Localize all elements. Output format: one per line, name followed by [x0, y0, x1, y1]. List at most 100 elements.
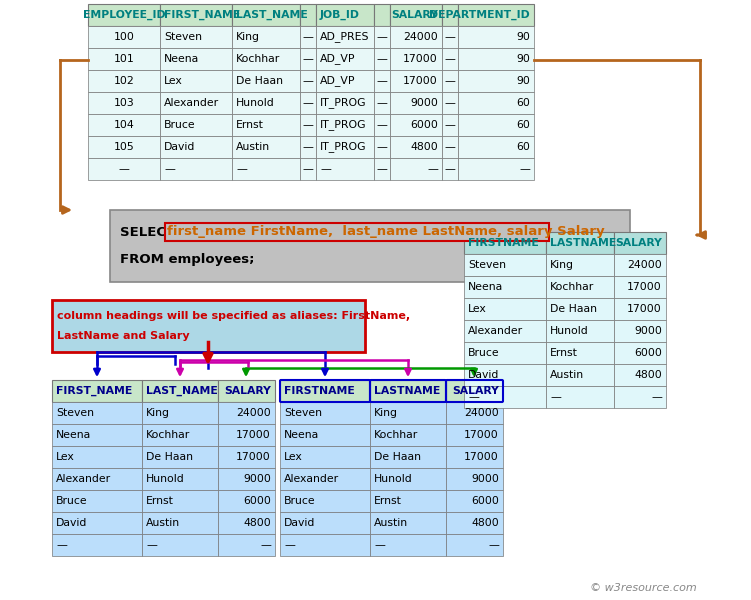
Bar: [52, 446, 142, 468]
Bar: [232, 26, 300, 48]
Bar: [442, 136, 458, 158]
Text: 4800: 4800: [471, 518, 499, 528]
Text: —: —: [376, 32, 388, 42]
Text: 102: 102: [113, 76, 134, 86]
Text: Kochhar: Kochhar: [236, 54, 280, 64]
Text: De Haan: De Haan: [236, 76, 283, 86]
Text: Steven: Steven: [164, 32, 202, 42]
Text: —: —: [164, 164, 175, 174]
Bar: [88, 48, 160, 70]
Text: Alexander: Alexander: [164, 98, 219, 108]
Text: Austin: Austin: [146, 518, 180, 528]
Text: 9000: 9000: [410, 98, 438, 108]
Text: Hunold: Hunold: [550, 326, 589, 336]
Text: 17000: 17000: [627, 304, 662, 314]
Bar: [52, 300, 365, 352]
Bar: [52, 402, 142, 424]
Text: EMPLOYEE_ID: EMPLOYEE_ID: [83, 10, 165, 20]
Bar: [142, 424, 218, 446]
Bar: [142, 402, 218, 424]
Text: —: —: [445, 54, 455, 64]
Bar: [52, 468, 142, 490]
Text: —: —: [374, 540, 385, 550]
Text: —: —: [303, 76, 313, 86]
Bar: [442, 114, 458, 136]
Bar: [546, 254, 614, 276]
Text: —: —: [376, 120, 388, 130]
Text: LastName and Salary: LastName and Salary: [57, 331, 189, 341]
Text: FIRST_NAME: FIRST_NAME: [56, 386, 132, 396]
Bar: [88, 136, 160, 158]
Bar: [160, 4, 232, 26]
Text: Neena: Neena: [284, 430, 319, 440]
Bar: [232, 70, 300, 92]
Text: Hunold: Hunold: [146, 474, 185, 484]
Bar: [446, 446, 503, 468]
Bar: [300, 70, 316, 92]
Bar: [464, 342, 546, 364]
Bar: [374, 158, 390, 180]
Bar: [316, 136, 374, 158]
Text: 9000: 9000: [634, 326, 662, 336]
Text: 90: 90: [516, 54, 530, 64]
Text: Steven: Steven: [284, 408, 322, 418]
Bar: [370, 446, 446, 468]
Bar: [374, 70, 390, 92]
Text: —: —: [284, 540, 295, 550]
Text: SALARY: SALARY: [391, 10, 438, 20]
Text: 17000: 17000: [237, 452, 271, 462]
Bar: [370, 490, 446, 512]
Text: —: —: [303, 142, 313, 152]
Text: IT_PROG: IT_PROG: [320, 98, 366, 109]
Text: Bruce: Bruce: [56, 496, 88, 506]
Bar: [370, 424, 446, 446]
Bar: [614, 320, 666, 342]
Bar: [160, 48, 232, 70]
Text: Steven: Steven: [468, 260, 506, 270]
Bar: [142, 468, 218, 490]
Bar: [52, 534, 142, 556]
Text: —: —: [519, 164, 530, 174]
Bar: [442, 158, 458, 180]
Bar: [52, 490, 142, 512]
Bar: [458, 4, 534, 26]
Text: column headings will be specified as aliases: FirstName,: column headings will be specified as ali…: [57, 311, 410, 321]
Text: Kochhar: Kochhar: [550, 282, 594, 292]
Bar: [546, 276, 614, 298]
Text: —: —: [376, 164, 388, 174]
Text: King: King: [550, 260, 574, 270]
Text: —: —: [427, 164, 438, 174]
Text: LASTNAME: LASTNAME: [550, 238, 617, 248]
Bar: [218, 468, 275, 490]
Text: 24000: 24000: [464, 408, 499, 418]
Bar: [546, 298, 614, 320]
Bar: [390, 136, 442, 158]
Bar: [316, 4, 374, 26]
Bar: [88, 70, 160, 92]
Bar: [232, 158, 300, 180]
Bar: [300, 48, 316, 70]
Bar: [370, 380, 446, 402]
Bar: [374, 4, 390, 26]
Text: 17000: 17000: [237, 430, 271, 440]
Text: —: —: [445, 98, 455, 108]
Text: Austin: Austin: [550, 370, 584, 380]
Text: —: —: [303, 54, 313, 64]
Text: AD_VP: AD_VP: [320, 53, 355, 64]
Text: —: —: [320, 164, 331, 174]
Text: 24000: 24000: [403, 32, 438, 42]
Bar: [390, 70, 442, 92]
Bar: [458, 26, 534, 48]
Bar: [300, 114, 316, 136]
Text: Hunold: Hunold: [236, 98, 275, 108]
Bar: [614, 364, 666, 386]
Text: Hunold: Hunold: [374, 474, 413, 484]
Bar: [218, 446, 275, 468]
Text: Alexander: Alexander: [468, 326, 523, 336]
Bar: [232, 92, 300, 114]
Bar: [390, 114, 442, 136]
Text: —: —: [376, 142, 388, 152]
Text: Lex: Lex: [468, 304, 487, 314]
Text: 60: 60: [516, 98, 530, 108]
Text: LAST_NAME: LAST_NAME: [146, 386, 218, 396]
